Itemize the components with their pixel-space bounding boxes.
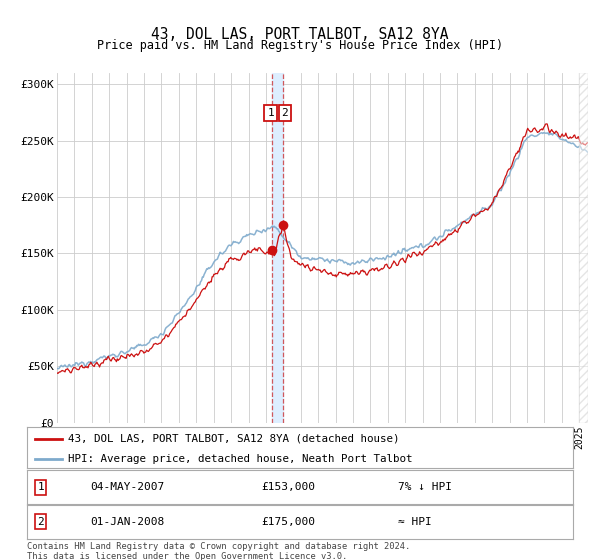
Text: 04-MAY-2007: 04-MAY-2007 (90, 482, 164, 492)
Text: 1: 1 (267, 108, 274, 118)
Text: HPI: Average price, detached house, Neath Port Talbot: HPI: Average price, detached house, Neat… (68, 454, 412, 464)
Text: Price paid vs. HM Land Registry's House Price Index (HPI): Price paid vs. HM Land Registry's House … (97, 39, 503, 52)
Text: 1: 1 (37, 482, 44, 492)
Text: ≈ HPI: ≈ HPI (398, 517, 432, 527)
Text: 7% ↓ HPI: 7% ↓ HPI (398, 482, 452, 492)
Text: 43, DOL LAS, PORT TALBOT, SA12 8YA (detached house): 43, DOL LAS, PORT TALBOT, SA12 8YA (deta… (68, 433, 400, 444)
Text: 2: 2 (281, 108, 288, 118)
Text: 2: 2 (37, 517, 44, 527)
Text: 01-JAN-2008: 01-JAN-2008 (90, 517, 164, 527)
Bar (272, 73, 283, 423)
Text: Contains HM Land Registry data © Crown copyright and database right 2024.
This d: Contains HM Land Registry data © Crown c… (27, 542, 410, 560)
Text: £153,000: £153,000 (262, 482, 316, 492)
Text: 43, DOL LAS, PORT TALBOT, SA12 8YA: 43, DOL LAS, PORT TALBOT, SA12 8YA (151, 27, 449, 42)
Text: £175,000: £175,000 (262, 517, 316, 527)
